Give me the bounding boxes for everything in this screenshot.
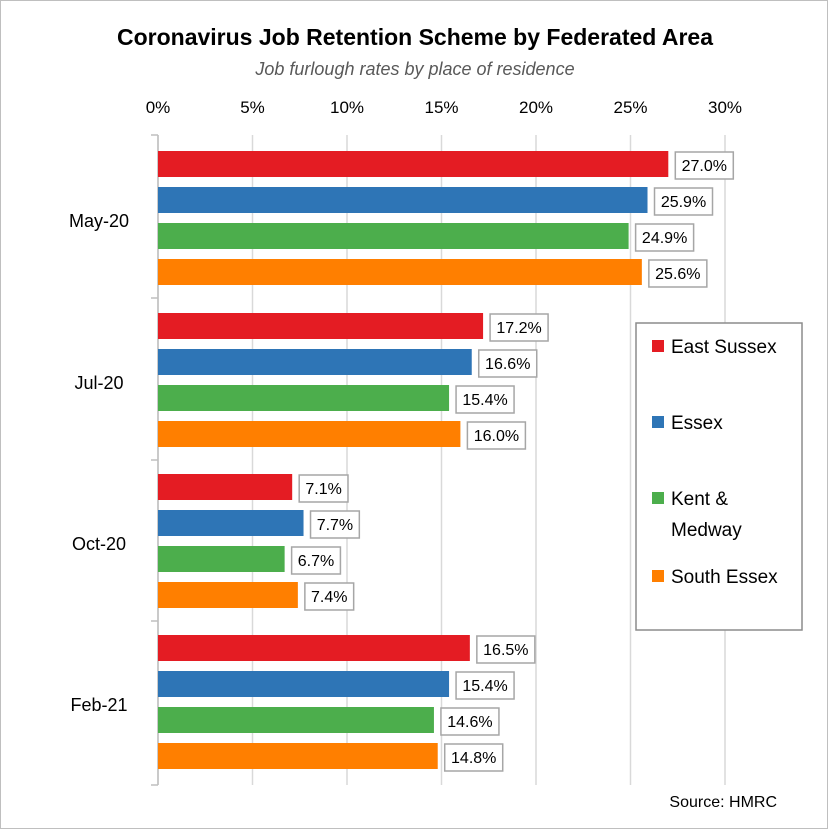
legend-label-line: South Essex: [671, 567, 778, 588]
x-tick-label: 25%: [613, 98, 647, 117]
data-label: 24.9%: [642, 230, 687, 247]
legend-label-line: East Sussex: [671, 337, 777, 358]
data-label: 7.1%: [305, 481, 341, 498]
bar: [158, 474, 293, 500]
x-tick-label: 10%: [330, 98, 364, 117]
legend-swatch: [652, 492, 664, 504]
x-tick-label: 20%: [519, 98, 553, 117]
bar: [158, 385, 450, 411]
data-label-box: [455, 385, 515, 414]
bar: [158, 671, 450, 697]
x-tick-label: 5%: [240, 98, 265, 117]
chart-subtitle: Job furlough rates by place of residence: [254, 59, 574, 79]
data-label: 27.0%: [682, 158, 727, 175]
data-label: 25.6%: [655, 266, 700, 283]
data-label-box: [476, 635, 536, 664]
data-label-box: [309, 510, 361, 539]
data-label: 14.8%: [451, 750, 496, 767]
bars: 27.0% 25.9% 24.9% 25.6% 17.2% 16.6% 15.4% 16.0%…: [158, 151, 735, 772]
data-label: 16.6%: [485, 356, 530, 373]
data-label: 16.5%: [483, 642, 528, 659]
bar: [158, 151, 669, 177]
data-label: 16.0%: [474, 428, 519, 445]
data-label: 25.9%: [661, 194, 706, 211]
category-label: May-20: [69, 211, 129, 231]
legend-swatch: [652, 340, 664, 352]
data-label-box: [634, 223, 695, 252]
category-label: Jul-20: [74, 373, 123, 393]
data-label: 7.4%: [311, 589, 347, 606]
bar: [158, 510, 304, 536]
bar: [158, 421, 461, 447]
chart-title: Coronavirus Job Retention Scheme by Fede…: [117, 24, 713, 50]
data-label-box: [440, 707, 500, 736]
legend-label: East Sussex: [671, 337, 777, 358]
data-label: 6.7%: [298, 553, 334, 570]
data-label-box: [648, 259, 708, 288]
data-label-box: [298, 474, 349, 503]
legend-swatch: [652, 416, 664, 428]
y-axis: [151, 134, 159, 786]
data-label: 7.7%: [317, 517, 353, 534]
bar: [158, 546, 285, 572]
x-tick-label: 0%: [146, 98, 171, 117]
x-tick-label: 15%: [424, 98, 458, 117]
legend-label: Kent & Medway: [671, 489, 742, 541]
category-label: Oct-20: [72, 534, 126, 554]
data-label-box: [477, 349, 538, 378]
data-label-box: [674, 151, 735, 180]
data-label-box: [455, 671, 515, 700]
category-label: Feb-21: [70, 695, 127, 715]
bar: [158, 223, 629, 249]
data-label-box: [443, 743, 504, 772]
source-note: Source: HMRC: [669, 794, 777, 811]
data-label-box: [653, 187, 714, 216]
legend-label-line: Medway: [671, 520, 742, 541]
data-label: 15.4%: [462, 678, 507, 695]
data-label: 15.4%: [462, 392, 507, 409]
bar: [158, 743, 438, 769]
bar: [158, 187, 648, 213]
data-label-box: [489, 313, 549, 342]
data-label-box: [290, 546, 342, 575]
data-label: 17.2%: [496, 320, 541, 337]
data-label: 14.6%: [447, 714, 492, 731]
legend: East Sussex Essex Kent & Medway South Essex: [635, 322, 803, 631]
category-labels: May-20 Jul-20 Oct-20 Feb-21: [69, 211, 129, 715]
bar: [158, 707, 434, 733]
x-axis-ticks: 0% 5% 10% 15% 20% 25% 30%: [146, 98, 742, 117]
bar: [158, 349, 472, 375]
legend-label: South Essex: [671, 567, 778, 588]
x-tick-label: 30%: [708, 98, 742, 117]
legend-label-line: Kent &: [671, 489, 728, 510]
bar: [158, 313, 484, 339]
bar: [158, 259, 642, 285]
legend-swatch: [652, 570, 664, 582]
legend-label: Essex: [671, 413, 723, 434]
data-label-box: [304, 582, 355, 611]
bar: [158, 582, 298, 608]
legend-label-line: Essex: [671, 413, 723, 434]
data-label-box: [466, 421, 527, 450]
bar: [158, 635, 470, 661]
